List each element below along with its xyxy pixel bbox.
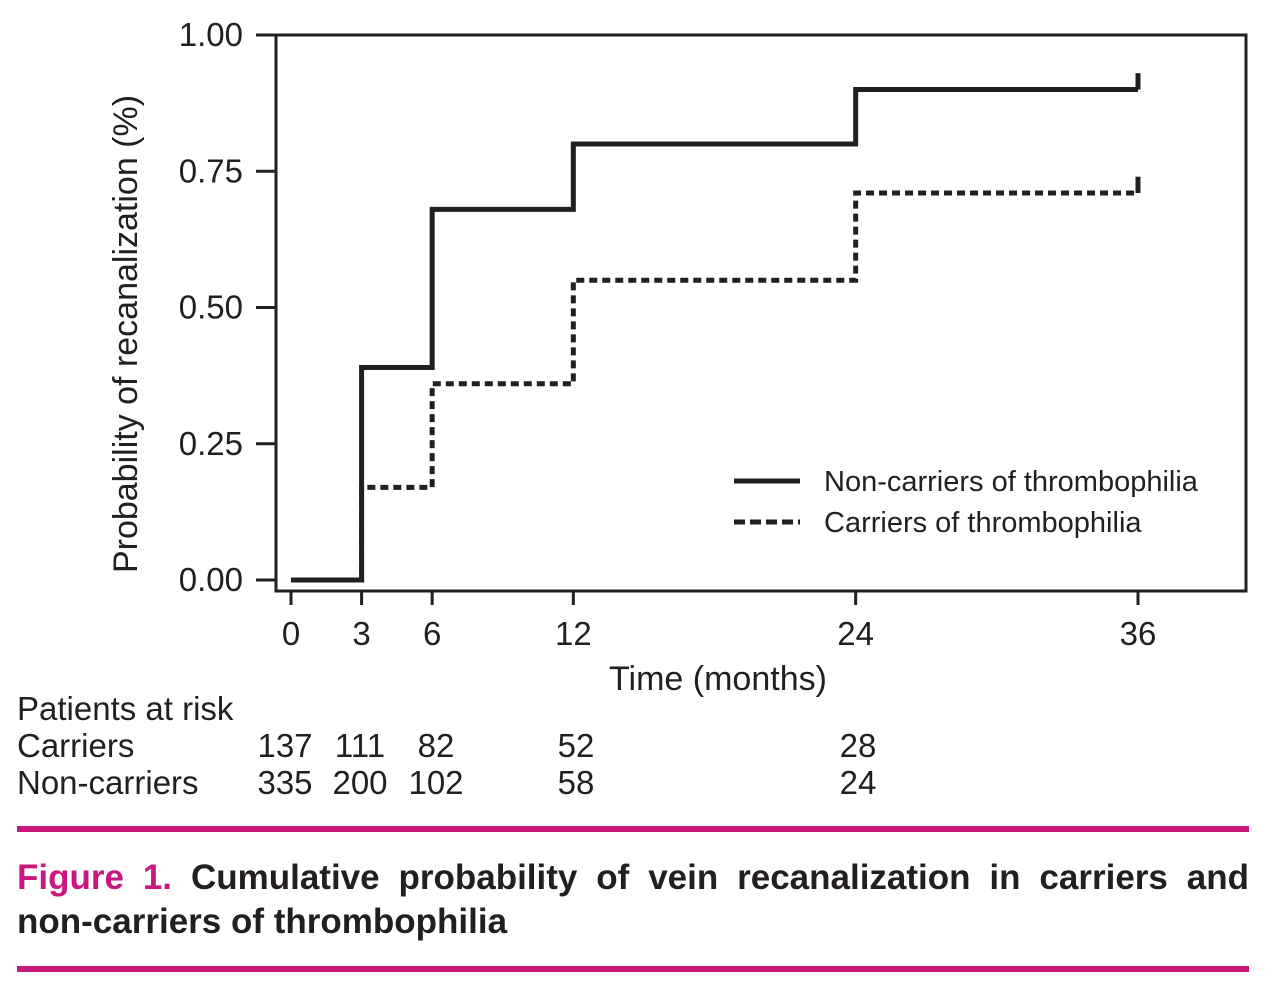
- at-risk-value: 335: [257, 764, 312, 801]
- caption-text: Cumulative probability of vein recanaliz…: [17, 858, 1249, 941]
- x-tick-label: 12: [555, 615, 592, 652]
- at-risk-value: 200: [332, 764, 387, 801]
- x-tick-label: 24: [837, 615, 874, 652]
- at-risk-value: 137: [257, 727, 312, 764]
- caption-rule-top: [17, 826, 1249, 832]
- at-risk-value: 28: [840, 727, 877, 764]
- at-risk-title: Patients at risk: [17, 690, 234, 727]
- series-non-carriers-line: [291, 87, 1138, 583]
- survival-chart: 0.000.250.500.751.000 3 6 12 24 36 Non-carrie…: [17, 16, 1248, 801]
- caption-rule-bottom: [17, 966, 1249, 972]
- x-tick-label: 3: [352, 615, 370, 652]
- caption-label: Figure 1.: [17, 858, 173, 897]
- x-tick-label: 0: [282, 615, 300, 652]
- at-risk-value: 24: [840, 764, 877, 801]
- y-tick-label: 0.75: [179, 152, 243, 189]
- legend-label: Non-carriers of thrombophilia: [824, 466, 1199, 498]
- y-tick-label: 0.25: [179, 425, 243, 462]
- at-risk-value: 102: [408, 764, 463, 801]
- y-tick-label: 0.00: [179, 561, 243, 598]
- figure-caption: Figure 1. Cumulative probability of vein…: [17, 856, 1249, 944]
- at-risk-value: 82: [418, 727, 455, 764]
- legend-label: Carriers of thrombophilia: [824, 507, 1142, 539]
- x-axis-title: Time (months): [609, 660, 827, 698]
- y-tick-label: 0.50: [179, 289, 243, 326]
- plot-frame: [274, 33, 1248, 593]
- y-tick-label: 1.00: [179, 16, 243, 53]
- at-risk-row-label: Non-carriers: [17, 764, 199, 801]
- series-carriers-line: [291, 190, 1138, 583]
- at-risk-value: 58: [558, 764, 595, 801]
- y-axis-title: Probability of recanalization (%): [107, 95, 145, 573]
- at-risk-row-label: Carriers: [17, 727, 134, 764]
- x-tick-label: 36: [1120, 615, 1157, 652]
- at-risk-value: 52: [558, 727, 595, 764]
- at-risk-value: 111: [335, 727, 385, 764]
- x-tick-label: 6: [423, 615, 441, 652]
